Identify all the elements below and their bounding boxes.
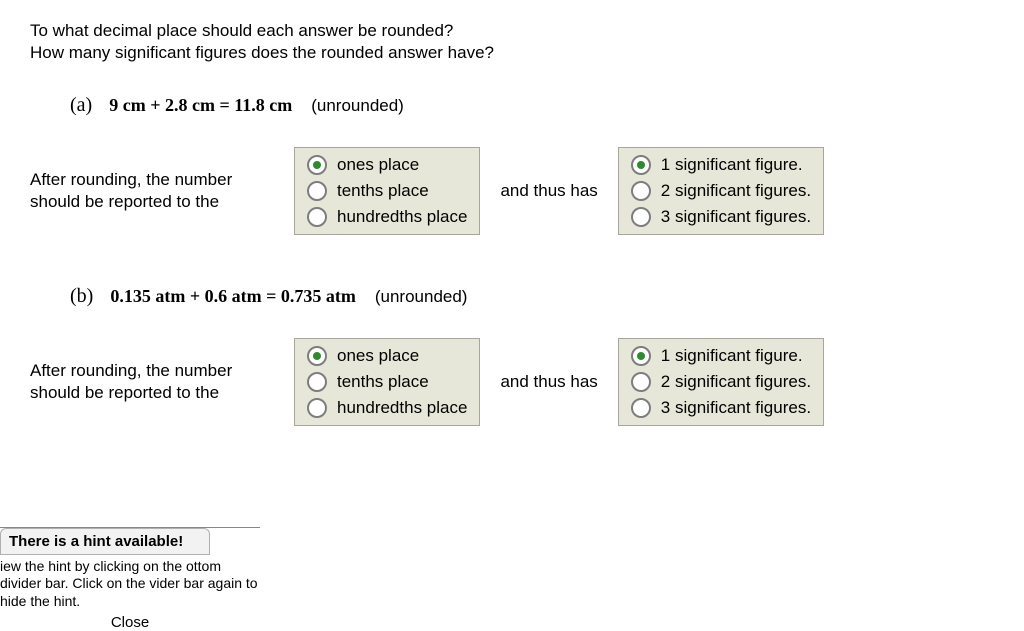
sigfig-radio-group-a: 1 significant figure. 2 significant figu… [618,147,824,235]
connector-text-a: and thus has [494,181,603,201]
radio-icon [307,398,327,418]
radio-icon [631,346,651,366]
leading-text-b: After rounding, the number should be rep… [30,360,280,404]
hint-close-button[interactable]: Close [0,614,260,631]
radio-icon [307,181,327,201]
radio-option-hundredths-b[interactable]: hundredths place [307,398,467,418]
sigfig-radio-group-b: 1 significant figure. 2 significant figu… [618,338,824,426]
radio-option-2sf-a[interactable]: 2 significant figures. [631,181,811,201]
question-line-2: How many significant figures does the ro… [30,42,994,64]
question-prompt: To what decimal place should each answer… [30,20,994,64]
part-b: (b) 0.135 atm + 0.6 atm = 0.735 atm (unr… [30,285,994,426]
radio-icon [631,207,651,227]
unrounded-label-b: (unrounded) [375,287,468,306]
radio-label: 3 significant figures. [661,398,811,418]
unrounded-label-a: (unrounded) [311,96,404,115]
radio-label: ones place [337,346,419,366]
radio-label: tenths place [337,372,429,392]
hint-box: There is a hint available! iew the hint … [0,527,260,631]
radio-label: 1 significant figure. [661,155,803,175]
radio-label: 2 significant figures. [661,372,811,392]
radio-icon [631,155,651,175]
radio-icon [631,398,651,418]
radio-option-hundredths-a[interactable]: hundredths place [307,207,467,227]
radio-option-ones-b[interactable]: ones place [307,346,467,366]
radio-option-tenths-a[interactable]: tenths place [307,181,467,201]
answer-row-a: After rounding, the number should be rep… [30,147,994,235]
radio-icon [631,372,651,392]
radio-label: ones place [337,155,419,175]
radio-icon [307,372,327,392]
hint-body: iew the hint by clicking on the ottom di… [0,557,260,613]
radio-label: hundredths place [337,207,467,227]
answer-row-b: After rounding, the number should be rep… [30,338,994,426]
radio-label: 2 significant figures. [661,181,811,201]
places-radio-group-a: ones place tenths place hundredths place [294,147,480,235]
radio-icon [307,155,327,175]
equation-text-b: 0.135 atm + 0.6 atm = 0.735 atm [110,286,355,306]
radio-icon [631,181,651,201]
places-radio-group-b: ones place tenths place hundredths place [294,338,480,426]
question-line-1: To what decimal place should each answer… [30,20,994,42]
part-label-a: (a) [70,94,92,116]
leading-text-a: After rounding, the number should be rep… [30,169,280,213]
radio-label: hundredths place [337,398,467,418]
connector-text-b: and thus has [494,372,603,392]
radio-option-1sf-b[interactable]: 1 significant figure. [631,346,811,366]
equation-text-a: 9 cm + 2.8 cm = 11.8 cm [109,95,292,115]
radio-option-3sf-b[interactable]: 3 significant figures. [631,398,811,418]
radio-icon [307,346,327,366]
radio-label: 1 significant figure. [661,346,803,366]
equation-a: (a) 9 cm + 2.8 cm = 11.8 cm (unrounded) [30,94,994,117]
hint-title: There is a hint available! [0,528,210,555]
radio-option-ones-a[interactable]: ones place [307,155,467,175]
radio-option-2sf-b[interactable]: 2 significant figures. [631,372,811,392]
equation-b: (b) 0.135 atm + 0.6 atm = 0.735 atm (unr… [30,285,994,308]
radio-label: tenths place [337,181,429,201]
part-label-b: (b) [70,285,93,307]
radio-option-1sf-a[interactable]: 1 significant figure. [631,155,811,175]
radio-option-3sf-a[interactable]: 3 significant figures. [631,207,811,227]
part-a: (a) 9 cm + 2.8 cm = 11.8 cm (unrounded) … [30,94,994,235]
radio-label: 3 significant figures. [661,207,811,227]
radio-option-tenths-b[interactable]: tenths place [307,372,467,392]
radio-icon [307,207,327,227]
